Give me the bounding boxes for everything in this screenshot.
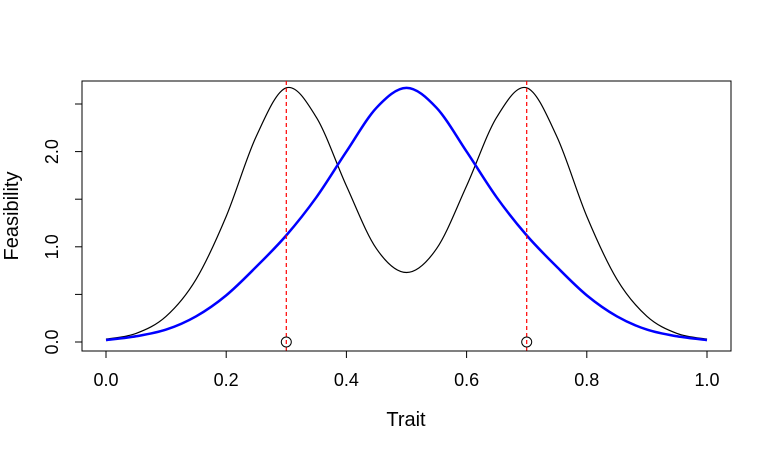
x-tick-label: 0.0 xyxy=(93,370,118,390)
point-marker-2 xyxy=(521,336,533,348)
point-marker-1 xyxy=(280,336,292,348)
x-tick-label: 1.0 xyxy=(694,370,719,390)
x-tick-label: 0.8 xyxy=(574,370,599,390)
y-tick-label: 0.0 xyxy=(42,329,62,354)
reference-lines xyxy=(285,81,528,351)
x-tick-label: 0.2 xyxy=(214,370,239,390)
x-tick-label: 0.4 xyxy=(334,370,359,390)
x-axis: 0.0 0.2 0.4 0.6 0.8 1.0 xyxy=(93,350,720,390)
plot-frame xyxy=(81,80,732,352)
y-tick-label: 1.0 xyxy=(42,234,62,259)
series-line-1 xyxy=(105,86,708,340)
x-axis-title: Trait xyxy=(386,409,426,431)
y-axis: 0.0 1.0 2.0 xyxy=(42,103,83,355)
series-layer xyxy=(105,86,708,342)
x-tick-label: 0.6 xyxy=(454,370,479,390)
point-markers xyxy=(280,336,533,348)
y-tick-label: 2.0 xyxy=(42,139,62,164)
y-axis-title: Feasibility xyxy=(1,172,23,261)
series-line-2 xyxy=(105,86,708,342)
